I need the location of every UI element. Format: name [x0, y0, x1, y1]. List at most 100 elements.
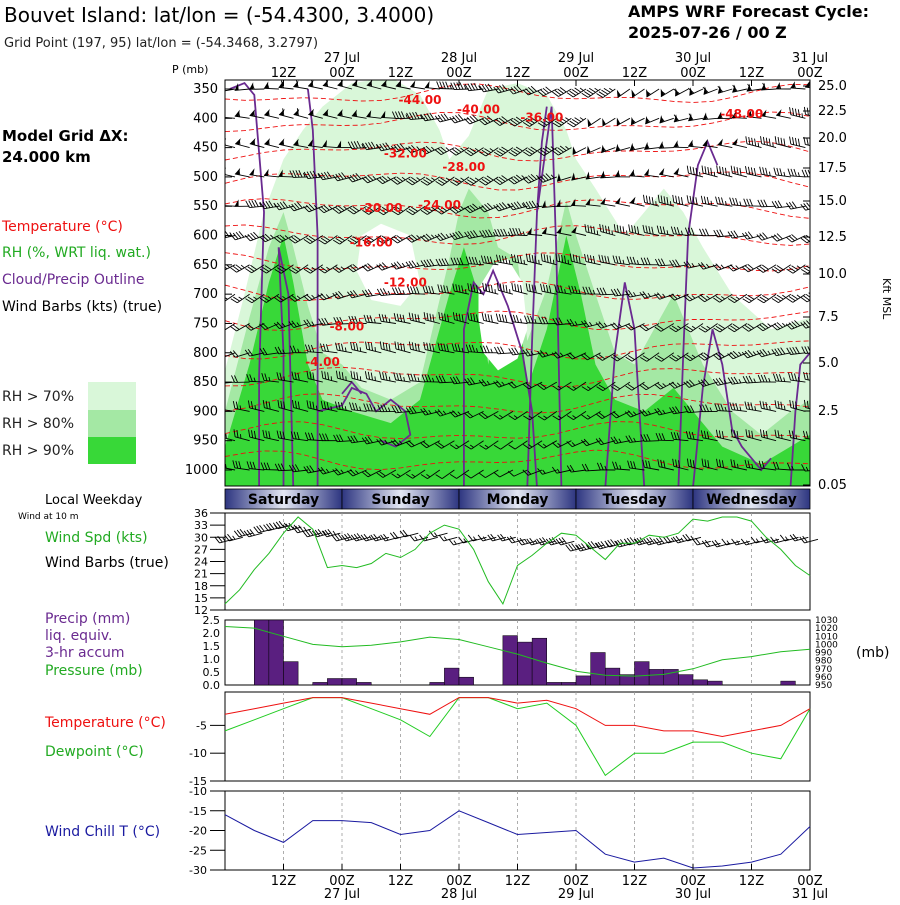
pressure-tick-label: 750: [193, 316, 218, 331]
precip-bar: [357, 682, 372, 685]
accum-label: 3-hr accum: [45, 645, 125, 661]
pressure-tick-label: 650: [193, 258, 218, 273]
precip-bar: [547, 682, 562, 685]
time-date-label: 28 Jul: [441, 51, 477, 66]
pressure-tick-label: 600: [193, 229, 218, 244]
model-grid-value: 24.000 km: [2, 148, 91, 166]
time-date-label: 30 Jul: [675, 51, 711, 66]
forecast-cycle-label: AMPS WRF Forecast Cycle:: [628, 2, 869, 21]
precip-tick-label: 2.0: [203, 627, 221, 640]
weekday-name: Monday: [487, 492, 549, 508]
legend-cloud: Cloud/Precip Outline: [2, 272, 145, 288]
forecast-cycle-value: 2025-07-26 / 00 Z: [628, 23, 787, 42]
precip-bar: [503, 636, 518, 685]
barb-full: [811, 346, 814, 353]
kft-tick-label: 5.0: [818, 356, 839, 371]
barb-flag: [220, 198, 224, 205]
kft-tick-label: 12.5: [818, 230, 847, 245]
p-axis-label: P (mb): [172, 63, 208, 76]
precip-bar: [459, 677, 474, 685]
legend-wind-barbs: Wind Barbs (kts) (true): [2, 299, 162, 315]
kft-tick-label: 15.0: [818, 194, 847, 209]
dewpoint-label: Dewpoint (°C): [45, 744, 144, 760]
time-tick-label: 12Z: [739, 874, 765, 889]
time-tick-label: 12Z: [739, 66, 765, 81]
kft-tick-label: 17.5: [818, 161, 847, 176]
time-tick-label: 12Z: [505, 874, 531, 889]
time-date-label: 27 Jul: [324, 51, 360, 66]
temperature-contour-label: -48.00: [720, 107, 763, 121]
wind-speed-tick-label: 36: [194, 507, 208, 520]
kft-tick-label: 0.05: [818, 478, 847, 493]
precip-ticks: 2.52.01.51.00.50.0: [203, 614, 221, 692]
precip-tick-label: 0.5: [203, 666, 221, 679]
windchill-tick-label: -20: [189, 825, 207, 838]
temperature-panel: -5-10-15 Temperature (°C) Dewpoint (°C): [44, 692, 810, 788]
precip-tick-label: 0.0: [203, 679, 221, 692]
precip-bar: [561, 682, 576, 685]
precip-bar: [591, 653, 606, 686]
precip-bar: [444, 668, 459, 685]
windchill-tick-label: -15: [189, 805, 207, 818]
temperature-contour-label: -12.00: [384, 275, 427, 289]
barb-full: [220, 402, 224, 409]
precip-bar: [781, 681, 796, 685]
time-tick-label: 00Z: [329, 66, 355, 81]
time-tick-label: 12Z: [271, 66, 297, 81]
rh80-swatch: [88, 410, 136, 437]
time-date-label: 31 Jul: [792, 887, 828, 900]
legend-rh: RH (%, WRT liq. wat.): [2, 245, 151, 261]
precip-bar: [693, 680, 708, 685]
temperature-contour-label: -32.00: [384, 146, 427, 160]
barb-staff: [600, 294, 615, 295]
windchill-tick-label: -30: [189, 864, 207, 877]
kft-tick-label: 7.5: [818, 310, 839, 325]
pressure-tick-label: 450: [193, 141, 218, 156]
temperature-contour-label: -24.00: [418, 198, 461, 212]
barb-staff: [279, 470, 294, 471]
precip-tick-label: 1.0: [203, 653, 221, 666]
rh80-label: RH > 80%: [2, 416, 74, 432]
barb-staff: [293, 177, 308, 178]
barb-full: [219, 295, 225, 302]
temperature-contour-label: -16.00: [350, 236, 393, 250]
chart-title: Bouvet Island: lat/lon = (-54.4300, 3.40…: [4, 3, 434, 27]
precip-bar: [342, 679, 357, 686]
pressure-tick-label: 850: [193, 375, 218, 390]
barb-half: [812, 265, 816, 269]
time-date-label: 29 Jul: [558, 887, 594, 900]
barb-full: [219, 376, 223, 383]
precip-bar: [678, 675, 693, 685]
legend-temperature: Temperature (°C): [1, 219, 123, 235]
temperature-label: Temperature (°C): [44, 715, 166, 731]
pressure-tick-label: 1000: [185, 463, 218, 478]
windchill-tick-label: -10: [189, 785, 207, 798]
pressure-tick-label: 800: [193, 346, 218, 361]
precip-bar: [576, 676, 591, 685]
rh70-swatch: [88, 382, 136, 410]
precip-bar: [269, 620, 284, 685]
precip-bar: [284, 662, 299, 685]
time-tick-label: 12Z: [271, 874, 297, 889]
precip-tick-label: 1.5: [203, 640, 221, 653]
windchill-tick-label: -25: [189, 844, 207, 857]
model-grid-label: Model Grid ΔX:: [2, 127, 129, 145]
rh70-label: RH > 70%: [2, 389, 74, 405]
barb-full: [811, 139, 815, 146]
precip-bar: [430, 682, 445, 685]
weekday-name: Saturday: [248, 492, 319, 508]
barb-half: [813, 377, 815, 381]
time-date-label: 29 Jul: [558, 51, 594, 66]
barb-full: [218, 351, 223, 359]
barb-staff: [644, 441, 659, 442]
barb-staff: [439, 382, 454, 383]
wind-speed-tick-label: 30: [194, 531, 208, 544]
precip-bar: [327, 679, 342, 686]
barb-flag: [219, 84, 224, 92]
precip-bar: [635, 662, 650, 685]
pressure-tick-label: 400: [193, 111, 218, 126]
barb-staff: [761, 206, 776, 207]
wind-speed-tick-label: 18: [194, 580, 208, 593]
